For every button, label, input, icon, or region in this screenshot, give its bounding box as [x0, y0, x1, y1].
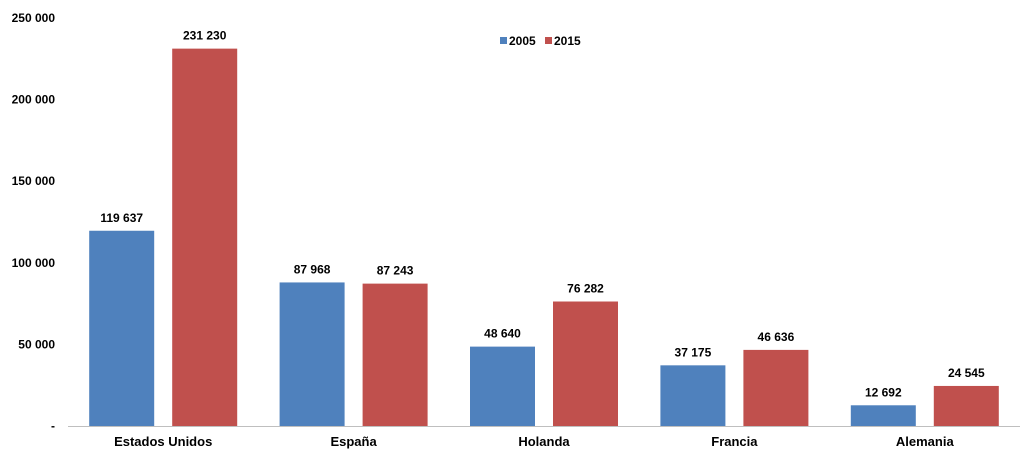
data-label: 12 692: [865, 385, 902, 399]
y-tick-label: 200 000: [12, 93, 56, 107]
data-label: 76 282: [567, 282, 604, 296]
y-axis: - 50 000 100 000 150 000 200 000 250 000: [12, 11, 56, 433]
data-label: 119 637: [100, 211, 143, 225]
legend-swatch: [500, 37, 507, 44]
data-label: 46 636: [758, 330, 795, 344]
bar-2015-2: [553, 301, 618, 426]
y-tick-label: 250 000: [12, 11, 56, 25]
y-tick-label: 150 000: [12, 174, 56, 188]
bar-2005-3: [660, 365, 726, 426]
bar-2005-0: [89, 230, 155, 426]
data-label: 48 640: [484, 327, 521, 341]
x-tick-label: Estados Unidos: [114, 434, 212, 449]
x-axis: Estados Unidos España Holanda Francia Aleman…: [114, 434, 954, 449]
legend: 2005 2015: [500, 34, 581, 48]
x-tick-label: Holanda: [518, 434, 570, 449]
legend-swatch: [545, 37, 552, 44]
x-tick-label: Francia: [711, 434, 758, 449]
bar-2015-3: [743, 349, 809, 426]
legend-label: 2015: [554, 34, 581, 48]
y-tick-label: 50 000: [18, 337, 55, 351]
data-label: 87 243: [377, 264, 414, 278]
x-tick-label: Alemania: [896, 434, 955, 449]
bars: [89, 48, 999, 427]
bar-2015-1: [362, 283, 428, 426]
data-labels: 119 637 231 230 87 968 87 243 48 640 76 282 37…: [100, 29, 985, 400]
bar-2005-4: [850, 405, 916, 426]
y-tick-label: -: [51, 419, 55, 433]
bar-2005-2: [470, 346, 535, 426]
y-tick-label: 100 000: [12, 256, 56, 270]
bar-2015-0: [172, 48, 238, 427]
legend-label: 2005: [509, 34, 536, 48]
data-label: 231 230: [183, 29, 227, 43]
bar-2015-4: [933, 385, 999, 426]
data-label: 37 175: [675, 345, 712, 359]
x-tick-label: España: [330, 434, 377, 449]
data-label: 24 545: [948, 366, 985, 380]
data-label: 87 968: [294, 262, 331, 276]
bar-2005-1: [279, 282, 345, 426]
